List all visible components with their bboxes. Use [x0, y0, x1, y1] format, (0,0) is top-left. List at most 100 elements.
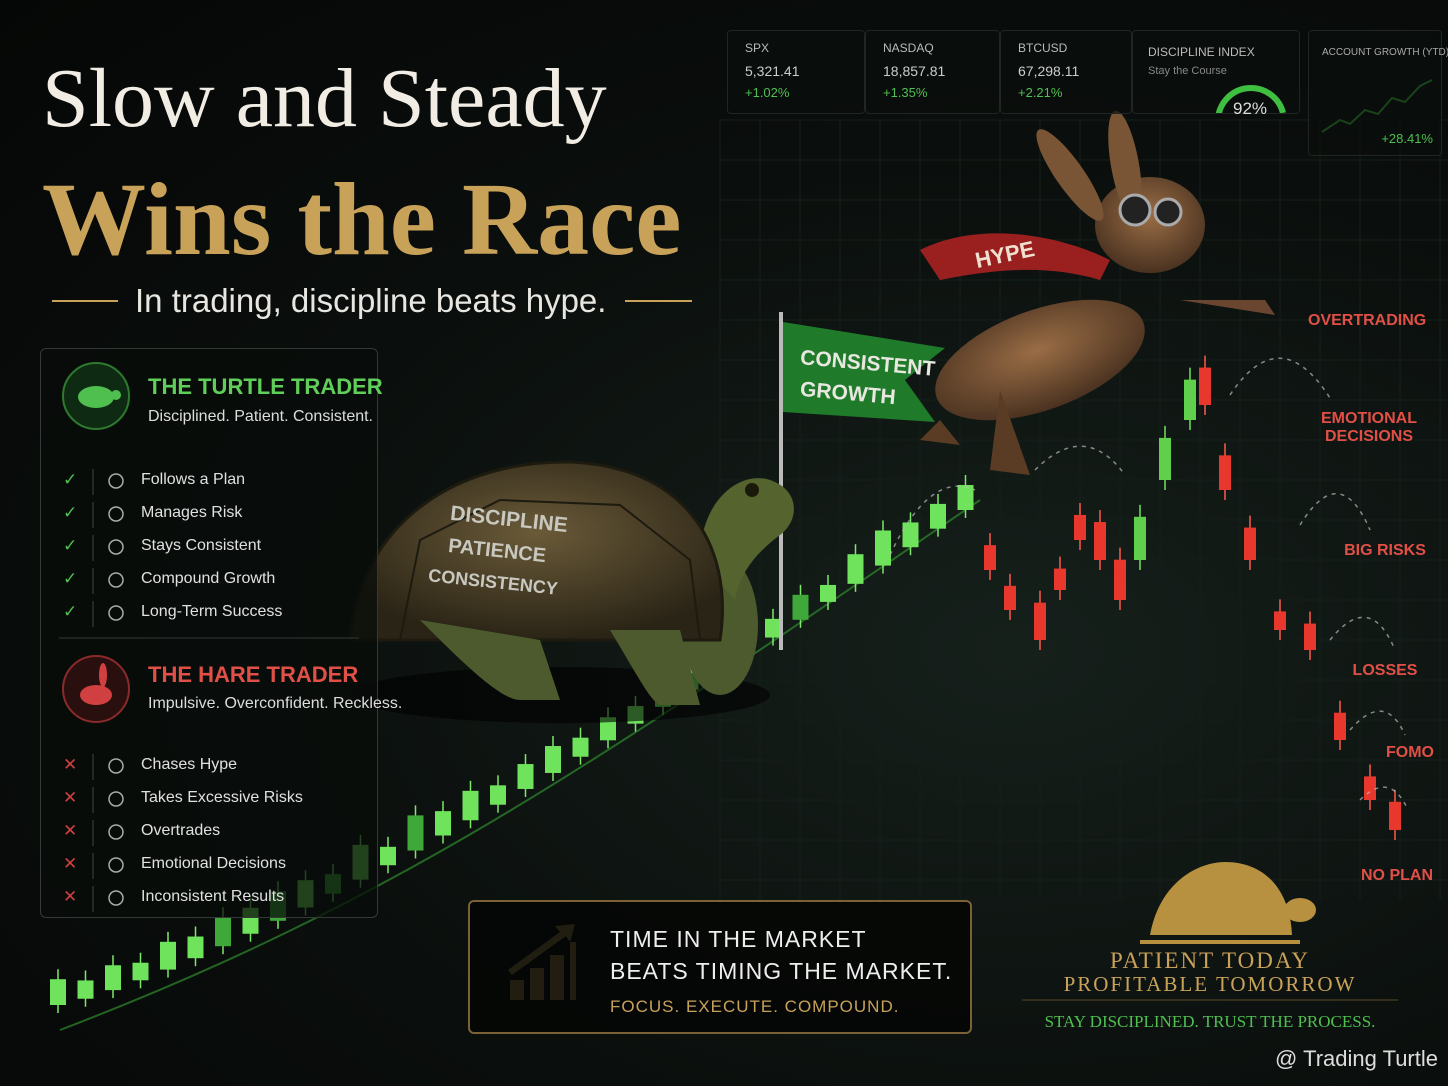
- title-line1: Slow and Steady: [42, 52, 607, 145]
- candle: [1304, 623, 1316, 650]
- candle: [132, 962, 149, 981]
- ticker-box: NASDAQ 18,857.81 +1.35%: [865, 30, 1000, 114]
- candle: [50, 979, 66, 1005]
- item-marker: ✓: [63, 470, 78, 489]
- candle: [215, 917, 231, 947]
- item-text: Manages Risk: [141, 504, 243, 521]
- gauge: [1215, 85, 1287, 113]
- item-marker: ✕: [63, 887, 78, 906]
- item-marker: ✕: [63, 755, 78, 774]
- dashed-arc: [1349, 710, 1406, 736]
- item-icon: [108, 890, 124, 906]
- hare-tagline: Impulsive. Overconfident. Reckless.: [148, 695, 403, 712]
- item-icon: [108, 791, 124, 807]
- flag: [783, 322, 945, 422]
- candle: [1274, 611, 1286, 630]
- item-text: Emotional Decisions: [141, 855, 286, 872]
- trend-line: [59, 499, 981, 1031]
- item-marker: ✕: [63, 788, 78, 807]
- candle: [1334, 712, 1346, 740]
- callout-line2: BEATS TIMING THE MARKET.: [610, 958, 953, 984]
- item-icon: [108, 758, 124, 774]
- dashed-arc: [1229, 357, 1331, 399]
- ticker-box: BTCUSD 67,298.11 +2.21%: [1000, 30, 1132, 114]
- ticker-name: BTCUSD: [1018, 41, 1068, 55]
- candle: [957, 484, 974, 510]
- hare: [920, 110, 1275, 475]
- ticker-change: +1.02%: [745, 85, 790, 100]
- item-icon: [108, 473, 124, 489]
- item-text: Compound Growth: [141, 570, 276, 587]
- candle: [1114, 559, 1126, 600]
- candle: [902, 522, 919, 548]
- candle: [1244, 527, 1256, 560]
- title-line2: Wins the Race: [42, 162, 682, 277]
- candle: [462, 790, 479, 821]
- ticker-price: 18,857.81: [883, 63, 946, 79]
- callout-line3: FOCUS. EXECUTE. COMPOUND.: [610, 997, 900, 1016]
- candle: [490, 785, 506, 805]
- risk-label: LOSSES: [1352, 662, 1418, 679]
- gauge-value: [1215, 85, 1286, 113]
- item-marker: ✓: [63, 602, 78, 621]
- risk-label: OVERTRADING: [1308, 312, 1427, 329]
- candle: [1159, 437, 1171, 480]
- candle: [875, 530, 891, 566]
- turtle-tagline: Disciplined. Patient. Consistent.: [148, 408, 373, 425]
- ticker-change: +2.21%: [1018, 85, 1063, 100]
- item-text: Takes Excessive Risks: [141, 789, 303, 806]
- candle: [1034, 602, 1046, 640]
- candle: [1074, 514, 1086, 540]
- candle: [820, 584, 836, 602]
- comparison-panel: THE TURTLE TRADER Disciplined. Patient. …: [40, 348, 402, 918]
- discipline-name: DISCIPLINE INDEX: [1148, 45, 1255, 59]
- candle: [1134, 516, 1146, 560]
- candle: [407, 815, 424, 851]
- ticker-box: SPX 5,321.41 +1.02%: [727, 30, 865, 114]
- candle: [1184, 379, 1196, 420]
- candle: [792, 594, 809, 620]
- item-icon: [108, 572, 124, 588]
- item-marker: ✓: [63, 536, 78, 555]
- brand-line1: PATIENT TODAY: [1109, 948, 1311, 973]
- candle: [1054, 568, 1066, 590]
- dashed-arc: [889, 485, 976, 556]
- item-text: Follows a Plan: [141, 471, 246, 488]
- risk-label: NO PLAN: [1361, 867, 1433, 884]
- item-marker: ✕: [63, 854, 78, 873]
- item-icon: [108, 539, 124, 555]
- item-icon: [108, 857, 124, 873]
- candle: [1219, 455, 1231, 490]
- candle: [1094, 522, 1106, 560]
- candle: [105, 965, 121, 991]
- ticker-change: +1.35%: [883, 85, 928, 100]
- candle: [187, 936, 204, 959]
- callout-line1: TIME IN THE MARKET: [610, 926, 867, 952]
- item-text: Long-Term Success: [141, 603, 283, 620]
- ticker-name: NASDAQ: [883, 41, 934, 55]
- candle: [1364, 776, 1376, 800]
- ticker-price: 5,321.41: [745, 63, 800, 79]
- dashed-arc: [1329, 616, 1396, 651]
- dashed-arc: [1359, 786, 1409, 811]
- callout-box: TIME IN THE MARKET BEATS TIMING THE MARK…: [468, 900, 972, 1034]
- account-box: ACCOUNT GROWTH (YTD) +28.41%: [1308, 30, 1448, 156]
- account-value: +28.41%: [1381, 131, 1433, 146]
- candle: [160, 941, 176, 970]
- ticker-price: 67,298.11: [1018, 63, 1080, 79]
- turtle-title: THE TURTLE TRADER: [148, 374, 383, 399]
- candle: [600, 717, 616, 741]
- item-text: Stays Consistent: [141, 537, 262, 554]
- turtle: [348, 460, 794, 723]
- item-text: Inconsistent Results: [141, 888, 285, 905]
- candle: [1389, 801, 1401, 830]
- brand-turtle: [1140, 862, 1316, 944]
- item-marker: ✕: [63, 821, 78, 840]
- discipline-box: DISCIPLINE INDEX Stay the Course 92%: [1132, 30, 1300, 118]
- brand-tagline: STAY DISCIPLINED. TRUST THE PROCESS.: [1044, 1012, 1376, 1031]
- hare-title: THE HARE TRADER: [148, 662, 359, 687]
- dashed-arc: [1034, 445, 1126, 476]
- subtitle: In trading, discipline beats hype.: [135, 282, 607, 319]
- candle: [765, 618, 781, 638]
